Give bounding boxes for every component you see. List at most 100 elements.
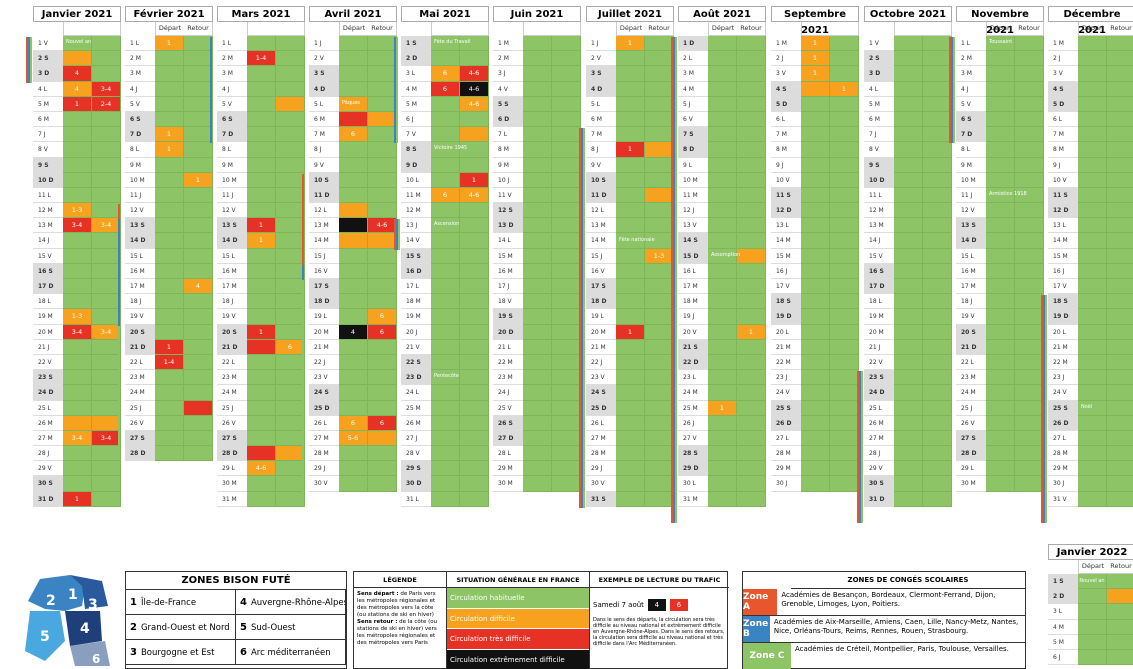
day-row: 6 M — [586, 111, 674, 128]
day-row: 31 S — [586, 491, 674, 507]
month-janvier-2022: Janvier 2022 Départ Retour 1 S Nouvel an 2 … — [1048, 544, 1133, 666]
day-label: 8 V — [33, 142, 63, 158]
depart-cell — [1078, 461, 1107, 477]
depart-cell — [431, 203, 460, 219]
day-label: 27 S — [125, 430, 155, 447]
day-row: 14 M — [586, 233, 674, 249]
retour-cell — [1107, 370, 1133, 386]
day-label: 4 D — [586, 81, 616, 97]
day-label: 17 M — [956, 279, 986, 295]
depart-cell — [155, 400, 184, 416]
day-row: 22 S — [401, 354, 489, 371]
day-label: 5 V — [956, 96, 986, 112]
depart-cell — [801, 172, 830, 188]
day-label: 13 S — [956, 218, 986, 234]
depart-cell — [986, 415, 1015, 431]
depart-cell — [801, 248, 830, 264]
vacation-bar — [675, 37, 677, 524]
depart-cell — [1078, 476, 1107, 492]
day-row: 8 V — [864, 142, 952, 158]
depart-cell — [431, 309, 460, 325]
day-row: 16 V — [586, 263, 674, 279]
day-label: 28 L — [493, 446, 523, 462]
day-label: 2 M — [493, 51, 523, 67]
retour-header: Retour — [1018, 24, 1040, 32]
retour-cell: 3-4 — [92, 430, 121, 447]
depart-cell — [894, 36, 923, 52]
retour-header: Retour — [371, 24, 393, 32]
retour-cell — [276, 309, 305, 325]
depart-cell — [1078, 172, 1107, 188]
depart-cell — [894, 203, 923, 219]
depart-cell — [708, 430, 737, 447]
day-label: 18 L — [864, 294, 894, 310]
day-label: 5 S — [493, 96, 523, 112]
depart-cell — [63, 111, 92, 128]
day-label: 10 M — [125, 172, 155, 188]
day-label: 24 M — [678, 385, 708, 401]
day-row: 19 M — [401, 309, 489, 325]
day-label: 12 M — [33, 203, 63, 219]
day-label: 27 M — [586, 430, 616, 447]
retour-cell — [923, 263, 952, 279]
day-label: 11 J — [956, 187, 986, 204]
day-row: 6 S — [217, 111, 305, 128]
retour-cell — [368, 233, 397, 249]
day-label: 7 D — [217, 127, 247, 143]
day-label: 4 D — [309, 81, 339, 97]
retour-cell — [92, 476, 121, 492]
day-label: 6 M — [33, 111, 63, 128]
vacation-bar — [26, 37, 28, 83]
retour-cell — [737, 218, 766, 234]
retour-cell — [92, 248, 121, 264]
day-row: 4 M 6 4-6 — [401, 81, 489, 97]
day-row: 17 S — [309, 279, 397, 295]
depart-cell — [431, 263, 460, 279]
retour-cell: 3-4 — [92, 81, 121, 97]
day-label: 23 M — [125, 370, 155, 386]
depart-cell — [1078, 649, 1107, 666]
retour-cell — [1015, 415, 1044, 431]
retour-cell — [923, 476, 952, 492]
day-row: 1 S — [401, 36, 489, 52]
depart-cell — [63, 294, 92, 310]
retour-cell — [923, 309, 952, 325]
day-row: 1 L — [956, 36, 1044, 52]
day-label: 15 J — [309, 248, 339, 264]
day-label: 4 M — [678, 81, 708, 97]
depart-cell — [155, 187, 184, 204]
day-row: 20 L — [1048, 324, 1133, 340]
day-row: 7 D — [217, 127, 305, 143]
retour-cell — [276, 279, 305, 295]
depart-cell — [894, 127, 923, 143]
day-row: 15 D — [678, 248, 766, 264]
retour-cell — [737, 36, 766, 52]
month-title: Avril 2021 — [309, 6, 397, 22]
retour-cell — [1107, 324, 1133, 340]
day-label: 1 D — [678, 36, 708, 52]
day-label: 30 V — [309, 476, 339, 492]
day-label: 7 D — [125, 127, 155, 143]
depart-cell: 6 — [339, 127, 368, 143]
day-row: 17 S — [586, 279, 674, 295]
retour-cell — [645, 142, 674, 158]
day-label: 1 J — [309, 36, 339, 52]
day-row: 3 M — [956, 66, 1044, 82]
vacation-bar — [1045, 295, 1047, 524]
day-row: 25 S — [771, 400, 859, 416]
day-row: 24 M — [217, 385, 305, 401]
day-label: 20 D — [493, 324, 523, 340]
depart-cell — [894, 370, 923, 386]
retour-cell — [368, 279, 397, 295]
depart-cell — [708, 233, 737, 249]
depart-cell — [339, 446, 368, 462]
depart-cell — [63, 339, 92, 355]
day-row: 25 J — [956, 400, 1044, 416]
day-label: 19 J — [678, 309, 708, 325]
retour-header: Retour — [740, 24, 762, 32]
depart-cell — [523, 142, 552, 158]
depart-cell — [523, 354, 552, 371]
